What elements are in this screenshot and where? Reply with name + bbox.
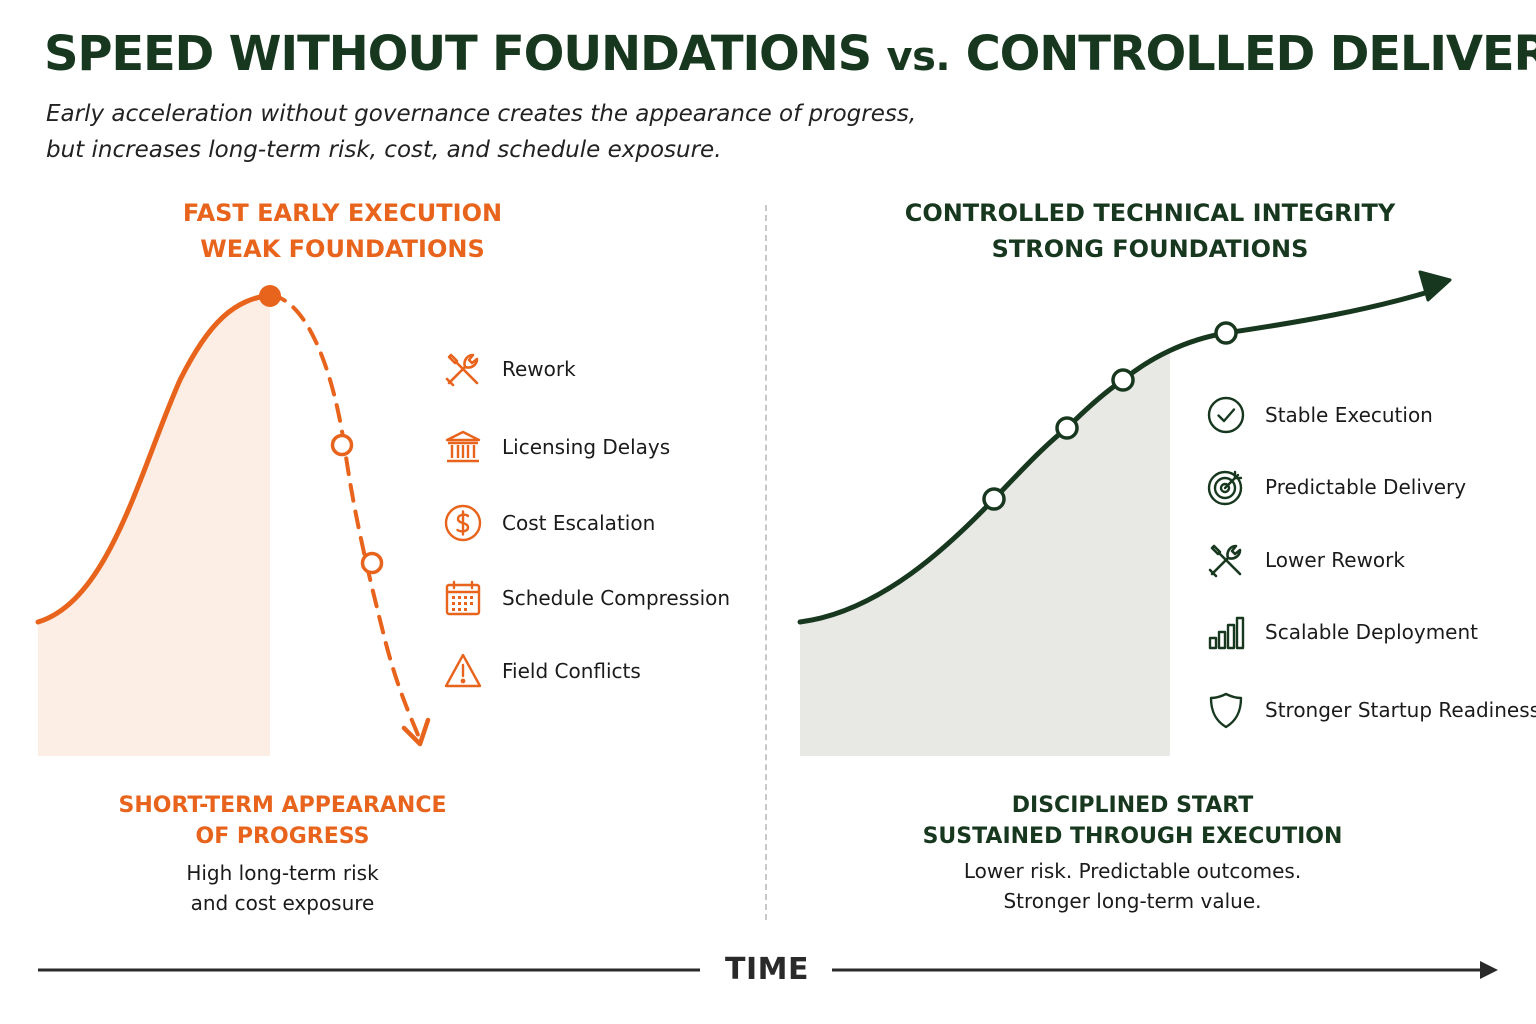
right-item-label: Lower Rework [1265, 548, 1405, 572]
left-item-cost-escalation: Cost Escalation [442, 502, 655, 544]
left-item-label: Licensing Delays [502, 435, 671, 459]
right-bottom-heading-line-2: SUSTAINED THROUGH EXECUTION [922, 824, 1343, 849]
calendar-icon [442, 577, 484, 619]
right-up-arrowhead [1418, 270, 1452, 302]
subtitle-line-2: but increases long-term risk, cost, and … [46, 137, 722, 163]
tools-icon [442, 348, 484, 390]
right-item-label: Predictable Delivery [1265, 475, 1467, 499]
title-part-2: CONTROLLED DELIVERY [950, 26, 1536, 82]
left-note: High long-term risk and cost exposure [130, 858, 435, 918]
left-decline-marker-2 [360, 551, 384, 575]
left-peak-marker [259, 285, 281, 307]
left-rising-curve [35, 292, 273, 625]
bar-chart-icon [1205, 611, 1247, 653]
right-heading-line-1: CONTROLLED TECHNICAL INTEGRITY [904, 199, 1396, 227]
left-decline-marker-1 [330, 433, 354, 457]
right-item-stable-execution: Stable Execution [1205, 394, 1433, 436]
left-note-line-2: and cost exposure [190, 891, 375, 915]
left-item-field-conflicts: Field Conflicts [442, 650, 641, 692]
left-heading-line-2: WEAK FOUNDATIONS [200, 235, 485, 263]
dollar-icon [442, 502, 484, 544]
right-item-stronger-startup-readiness: Stronger Startup Readiness [1205, 689, 1536, 731]
title-part-1: SPEED WITHOUT FOUNDATIONS [44, 26, 887, 82]
warning-icon [442, 650, 484, 692]
tools-icon [1205, 539, 1247, 581]
right-item-label: Scalable Deployment [1265, 620, 1479, 644]
right-curve-area [800, 352, 1170, 756]
title-vs: vs. [886, 34, 951, 80]
right-item-scalable-deployment: Scalable Deployment [1205, 611, 1478, 653]
right-note-line-2: Stronger long-term value. [1003, 889, 1262, 913]
time-axis-label: TIME [725, 952, 809, 987]
left-item-rework: Rework [442, 348, 576, 390]
right-note: Lower risk. Predictable outcomes. Strong… [900, 856, 1365, 916]
left-item-schedule-compression: Schedule Compression [442, 577, 730, 619]
right-item-label: Stable Execution [1265, 403, 1433, 427]
left-falling-dashed-curve [268, 293, 420, 737]
right-rising-curve [797, 287, 1438, 625]
left-bottom-heading-line-2: OF PROGRESS [195, 824, 370, 849]
left-bottom-heading: SHORT-TERM APPEARANCE OF PROGRESS [100, 790, 465, 852]
left-panel-heading: FAST EARLY EXECUTION WEAK FOUNDATIONS [140, 195, 545, 267]
panel-divider [765, 205, 767, 920]
check-circle-icon [1205, 394, 1247, 436]
right-note-line-1: Lower risk. Predictable outcomes. [963, 859, 1302, 883]
left-curve-area [38, 295, 270, 756]
right-panel-heading: CONTROLLED TECHNICAL INTEGRITY STRONG FO… [900, 195, 1400, 267]
subtitle-line-1: Early acceleration without governance cr… [46, 101, 917, 127]
right-heading-line-2: STRONG FOUNDATIONS [991, 235, 1309, 263]
right-marker-3 [1111, 368, 1135, 392]
time-axis-arrowhead [1480, 961, 1498, 979]
left-item-licensing-delays: Licensing Delays [442, 426, 670, 468]
left-bottom-heading-line-1: SHORT-TERM APPEARANCE [118, 793, 447, 818]
left-note-line-1: High long-term risk [186, 861, 379, 885]
time-axis [38, 961, 1498, 979]
left-item-label: Cost Escalation [502, 511, 656, 535]
right-item-label: Stronger Startup Readiness [1265, 698, 1536, 722]
left-item-label: Schedule Compression [502, 586, 731, 610]
right-bottom-heading: DISCIPLINED START SUSTAINED THROUGH EXEC… [900, 790, 1365, 852]
right-marker-2 [1055, 416, 1079, 440]
left-heading-line-1: FAST EARLY EXECUTION [182, 199, 503, 227]
right-marker-4 [1214, 321, 1238, 345]
left-item-label: Field Conflicts [502, 659, 641, 683]
left-down-arrowhead [401, 717, 431, 747]
page-title: SPEED WITHOUT FOUNDATIONS vs. CONTROLLED… [44, 22, 1536, 89]
subtitle: Early acceleration without governance cr… [46, 96, 946, 168]
left-item-label: Rework [502, 357, 576, 381]
right-item-predictable-delivery: Predictable Delivery [1205, 466, 1466, 508]
right-bottom-heading-line-1: DISCIPLINED START [1011, 793, 1254, 818]
right-item-lower-rework: Lower Rework [1205, 539, 1405, 581]
bank-icon [442, 426, 484, 468]
target-icon [1205, 466, 1247, 508]
shield-icon [1205, 689, 1247, 731]
right-marker-1 [982, 487, 1006, 511]
